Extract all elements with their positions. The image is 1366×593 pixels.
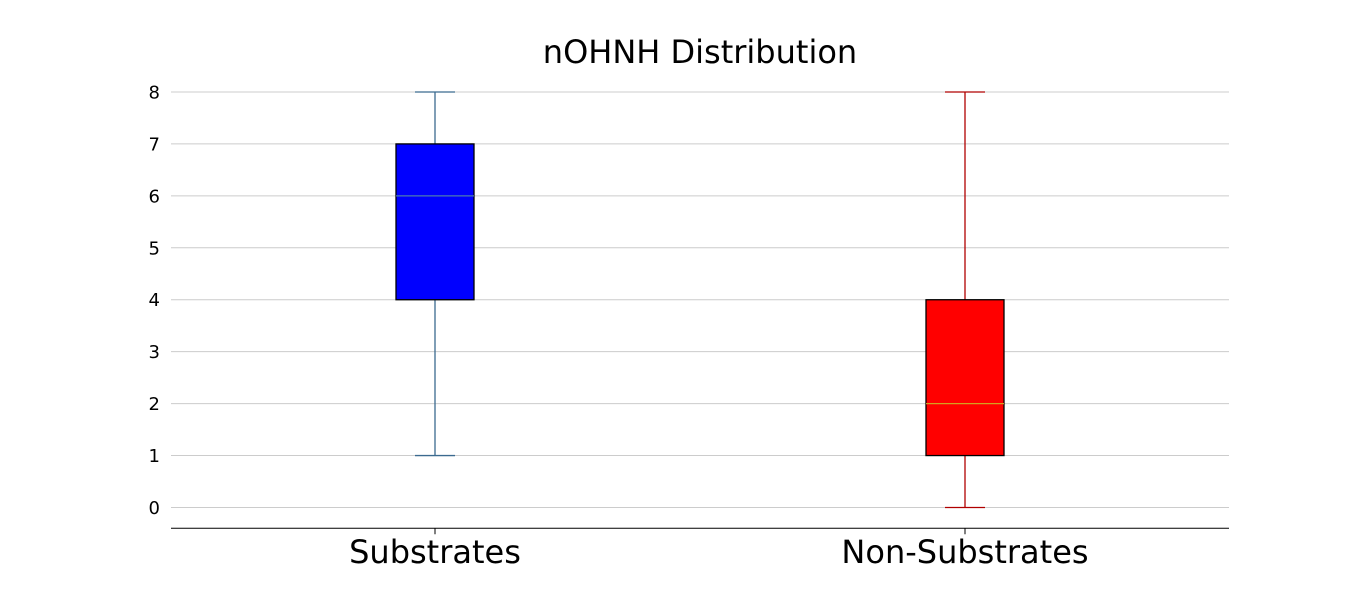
y-tick-label: 8: [149, 82, 160, 103]
y-tick-label: 3: [149, 342, 160, 363]
y-tick-label: 2: [149, 394, 160, 415]
y-tick-label: 5: [149, 238, 160, 259]
box-iqr: [925, 299, 1005, 457]
y-tick-label: 6: [149, 186, 160, 207]
y-tick-label: 0: [149, 498, 160, 519]
chart-title: nOHNH Distribution: [543, 33, 857, 71]
grid-layer: [171, 91, 1229, 508]
y-tick-label: 7: [149, 134, 160, 155]
box-iqr: [395, 143, 475, 301]
axis-layer: 0 1 2 3 4 5 6 7 8 Substrates Non-Substrates: [149, 82, 1229, 571]
x-tick-label: Substrates: [349, 533, 521, 571]
box-group: [925, 91, 1005, 509]
x-tick-label: Non-Substrates: [841, 533, 1088, 571]
box-group: [395, 91, 475, 457]
box-layer: [395, 91, 1005, 509]
y-tick-label: 1: [149, 446, 160, 467]
y-tick-label: 4: [149, 290, 160, 311]
